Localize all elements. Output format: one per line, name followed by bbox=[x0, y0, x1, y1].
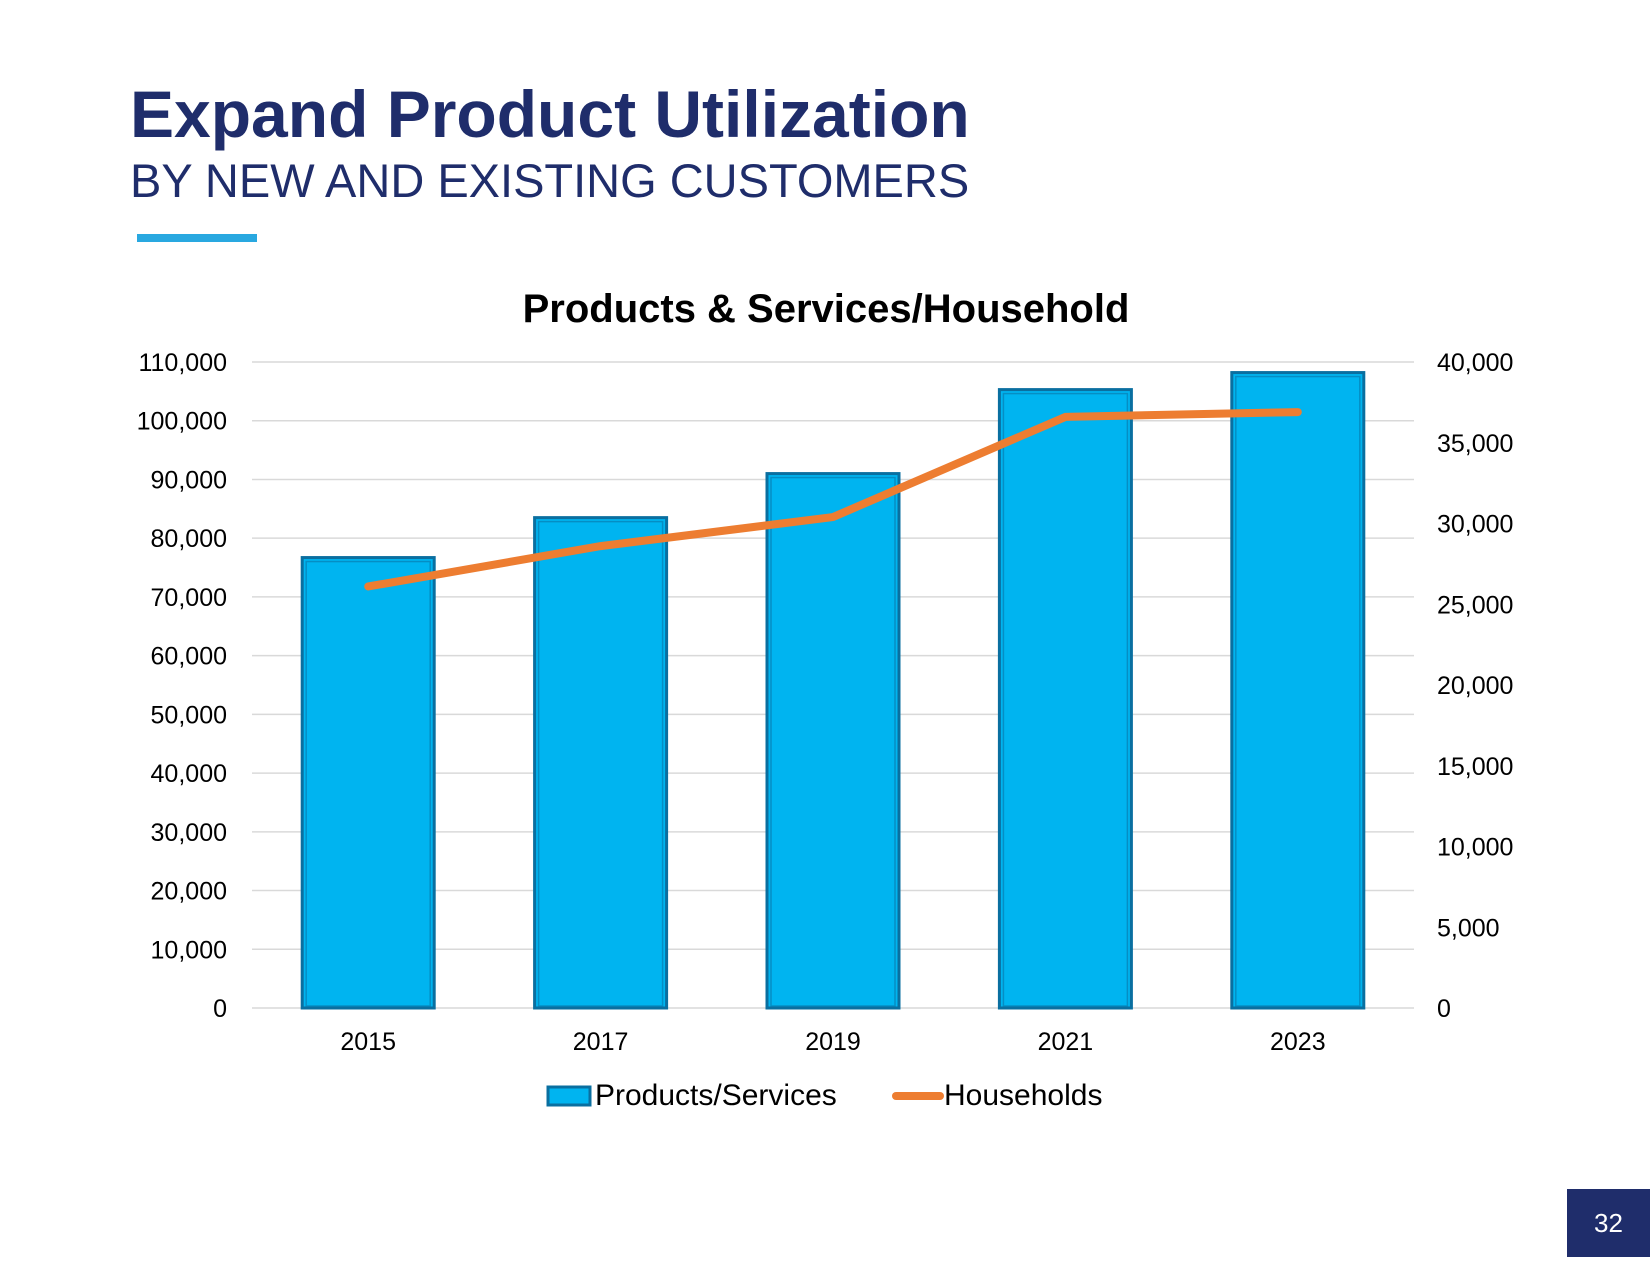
left-tick-label: 100,000 bbox=[137, 408, 227, 436]
bar-2015 bbox=[300, 556, 436, 1010]
x-tick-label: 2021 bbox=[1038, 1028, 1094, 1056]
bar-bevel bbox=[1235, 375, 1361, 1007]
left-tick-label: 40,000 bbox=[151, 760, 227, 788]
legend-bar-swatch bbox=[546, 1085, 592, 1107]
right-tick-label: 10,000 bbox=[1437, 834, 1513, 862]
bar-bevel bbox=[770, 476, 896, 1007]
x-tick-label: 2017 bbox=[573, 1028, 629, 1056]
bar-2023 bbox=[1230, 371, 1366, 1010]
left-tick-label: 10,000 bbox=[151, 936, 227, 964]
right-tick-label: 0 bbox=[1437, 995, 1451, 1023]
left-tick-label: 80,000 bbox=[151, 525, 227, 553]
slide-title: Expand Product Utilization bbox=[130, 77, 970, 151]
bar-bevel bbox=[537, 520, 664, 1007]
left-tick-label: 110,000 bbox=[138, 349, 227, 377]
bar-series bbox=[300, 371, 1366, 1010]
left-tick-label: 70,000 bbox=[151, 584, 227, 612]
left-tick-label: 50,000 bbox=[151, 701, 227, 729]
left-tick-label: 60,000 bbox=[151, 643, 227, 671]
right-tick-label: 20,000 bbox=[1437, 672, 1513, 700]
legend: Products/Services Households bbox=[546, 1079, 1102, 1112]
right-tick-label: 25,000 bbox=[1437, 591, 1513, 619]
x-tick-label: 2019 bbox=[805, 1028, 861, 1056]
slide-subtitle: BY NEW AND EXISTING CUSTOMERS bbox=[130, 154, 970, 207]
legend-label-households: Households bbox=[944, 1079, 1102, 1112]
page-number: 32 bbox=[1567, 1189, 1650, 1257]
accent-rule bbox=[137, 234, 257, 242]
bar-2017 bbox=[533, 516, 669, 1010]
right-tick-label: 5,000 bbox=[1437, 914, 1500, 942]
line-series bbox=[364, 408, 1302, 591]
left-axis: 0 10,000 20,000 30,000 40,000 50,000 60,000 70,… bbox=[137, 349, 227, 1023]
left-tick-label: 30,000 bbox=[151, 819, 227, 847]
bar-2019 bbox=[765, 472, 901, 1010]
right-axis: 0 5,000 10,000 15,000 20,000 25,000 30,000 35,0… bbox=[1437, 349, 1513, 1023]
households-line bbox=[364, 408, 1302, 591]
bar-bevel bbox=[1002, 392, 1129, 1007]
bar-2021 bbox=[997, 388, 1133, 1010]
legend-label-products: Products/Services bbox=[595, 1079, 837, 1112]
right-tick-label: 15,000 bbox=[1437, 753, 1513, 781]
chart-title: Products & Services/Household bbox=[523, 287, 1130, 331]
left-tick-label: 20,000 bbox=[151, 878, 227, 906]
right-tick-label: 30,000 bbox=[1437, 511, 1513, 539]
x-tick-label: 2015 bbox=[340, 1028, 396, 1056]
left-tick-label: 90,000 bbox=[151, 466, 227, 494]
right-tick-label: 35,000 bbox=[1437, 430, 1513, 458]
x-axis: 2015 2017 2019 2021 2023 bbox=[340, 1028, 1325, 1056]
right-tick-label: 40,000 bbox=[1437, 349, 1513, 377]
bar-bevel bbox=[305, 560, 431, 1007]
left-tick-label: 0 bbox=[213, 995, 227, 1023]
x-tick-label: 2023 bbox=[1270, 1028, 1326, 1056]
